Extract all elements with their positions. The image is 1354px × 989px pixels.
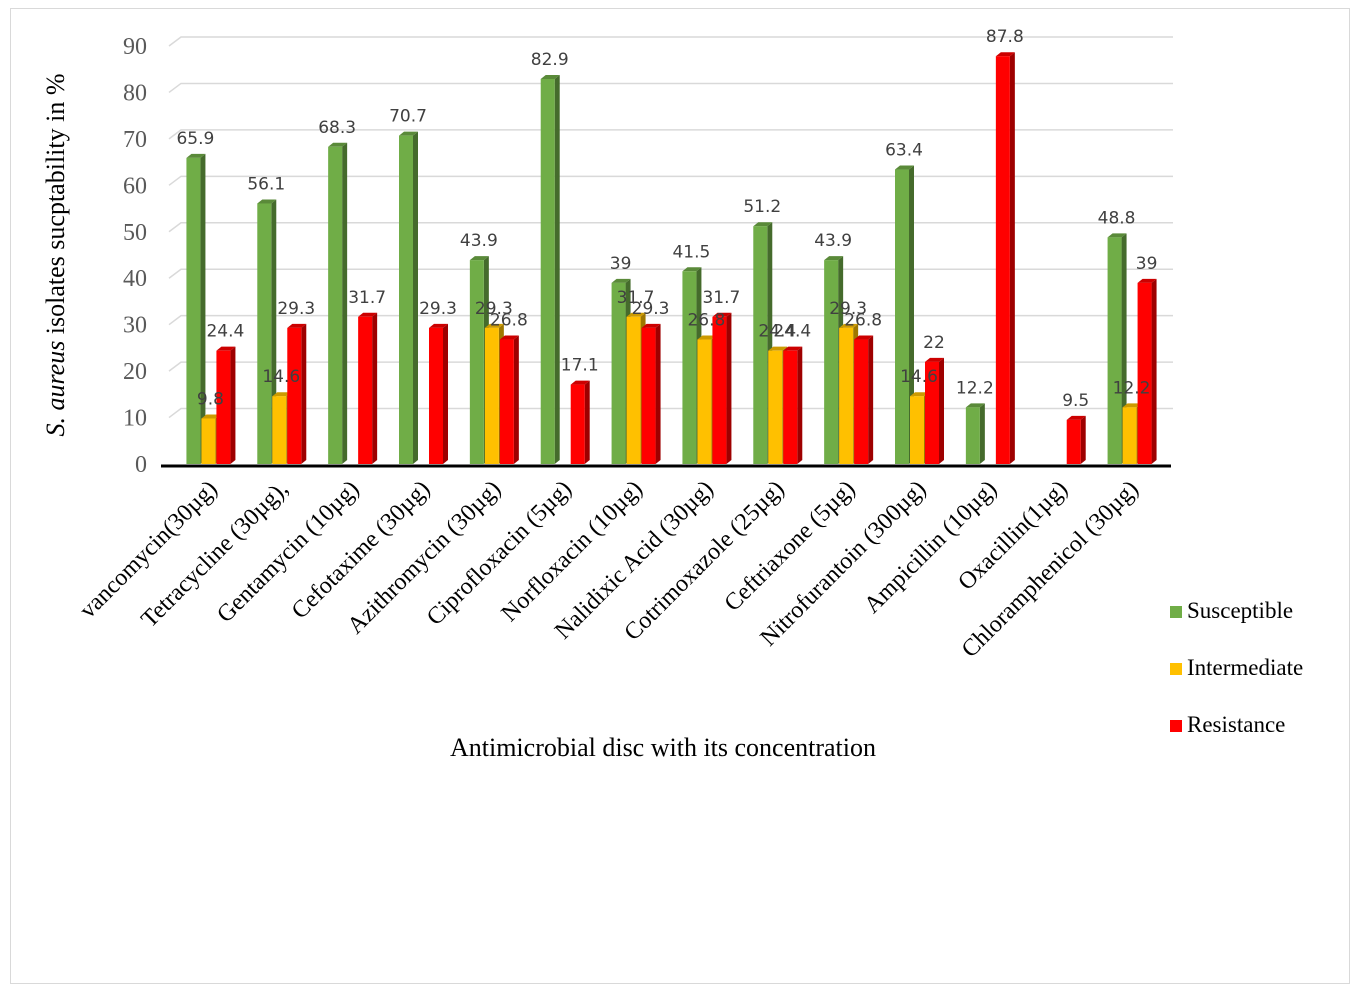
bar-susceptible bbox=[186, 153, 206, 465]
data-label: 70.7 bbox=[389, 107, 427, 127]
legend-swatch bbox=[1170, 606, 1182, 618]
data-label: 12.2 bbox=[956, 378, 994, 398]
data-label: 26.8 bbox=[687, 311, 725, 331]
data-label: 87.8 bbox=[986, 27, 1024, 47]
gridline bbox=[168, 222, 1173, 233]
data-label: 68.3 bbox=[318, 118, 356, 138]
bar-susceptible bbox=[540, 74, 560, 464]
data-label: 26.8 bbox=[490, 311, 528, 331]
legend-swatch bbox=[1170, 663, 1182, 675]
data-label: 39 bbox=[610, 254, 632, 274]
bar-resistance bbox=[995, 52, 1015, 465]
gridline bbox=[168, 129, 1173, 140]
legend-item-intermediate: Intermediate bbox=[1170, 655, 1303, 680]
y-axis-title-rest: isolates sucptability in % bbox=[41, 74, 70, 341]
data-label: 24.4 bbox=[773, 322, 811, 342]
gridline bbox=[168, 82, 1173, 94]
category-label: Ampicillin (10µg) bbox=[859, 476, 1002, 619]
data-label: 24.4 bbox=[206, 322, 244, 342]
bar-chart: 0 10 20 30 40 50 60 70 80 90 65.9 9.8 24.4 56.1 14.6 2… bbox=[41, 27, 1303, 762]
bar-susceptible bbox=[399, 131, 418, 464]
data-label: 14.6 bbox=[900, 367, 938, 387]
data-label: 26.8 bbox=[844, 311, 882, 331]
data-label: 63.4 bbox=[885, 141, 923, 161]
gridline bbox=[168, 175, 1173, 186]
y-tick-label: 70 bbox=[123, 127, 147, 153]
gridline bbox=[168, 314, 1173, 326]
y-tick-label: 20 bbox=[123, 359, 147, 385]
gridline bbox=[168, 268, 1173, 279]
data-label: 39 bbox=[1136, 254, 1158, 274]
bar-resistance bbox=[429, 323, 448, 464]
y-tick-label: 80 bbox=[123, 80, 147, 106]
category-label: Ceftriaxone (5µg) bbox=[720, 476, 861, 617]
legend-label: Susceptible bbox=[1187, 598, 1293, 623]
bar-susceptible bbox=[965, 403, 985, 464]
data-label: 12.2 bbox=[1113, 378, 1151, 398]
data-label: 43.9 bbox=[814, 231, 852, 251]
y-axis-title-italic: S. aureus bbox=[41, 341, 70, 437]
data-label: 56.1 bbox=[247, 174, 285, 194]
bar-resistance bbox=[358, 312, 378, 464]
bar-susceptible bbox=[895, 165, 914, 464]
bar-resistance bbox=[783, 346, 803, 464]
legend-swatch bbox=[1170, 720, 1182, 732]
data-label: 48.8 bbox=[1098, 208, 1136, 228]
chart-frame: 0 10 20 30 40 50 60 70 80 90 65.9 9.8 24.4 56.1 14.6 2… bbox=[10, 8, 1350, 984]
y-tick-label: 50 bbox=[123, 220, 147, 246]
data-label: 9.5 bbox=[1062, 391, 1089, 411]
bar-resistance bbox=[925, 357, 944, 464]
gridline bbox=[168, 407, 1173, 419]
y-tick-label: 0 bbox=[135, 452, 147, 478]
category-labels: vancomycin(30µg)Tetracycline (30µg),Gent… bbox=[75, 476, 1144, 663]
bar-susceptible bbox=[328, 142, 348, 465]
bar-resistance bbox=[499, 335, 519, 464]
bar-resistance bbox=[641, 323, 661, 464]
data-label: 29.3 bbox=[829, 299, 867, 319]
legend-item-resistance: Resistance bbox=[1170, 712, 1285, 737]
data-label: 29.3 bbox=[632, 299, 670, 319]
data-label: 31.7 bbox=[348, 288, 386, 308]
bar-resistance bbox=[570, 380, 590, 464]
legend-label: Intermediate bbox=[1187, 655, 1303, 680]
legend: Susceptible Intermediate Resistance bbox=[1170, 598, 1303, 737]
bar-resistance bbox=[1137, 278, 1157, 464]
bar-resistance bbox=[712, 312, 732, 464]
data-label: 31.7 bbox=[702, 288, 740, 308]
data-label: 51.2 bbox=[743, 197, 781, 217]
gridline bbox=[168, 36, 1173, 47]
x-axis-title: Antimicrobial disc with its concentratio… bbox=[450, 733, 876, 762]
data-labels: 65.9 9.8 24.4 56.1 14.6 29.3 68.3 31.7 70.7 29.3 4… bbox=[176, 27, 1157, 411]
bar-resistance bbox=[216, 346, 236, 464]
y-tick-label: 10 bbox=[123, 406, 147, 432]
legend-item-susceptible: Susceptible bbox=[1170, 598, 1293, 623]
data-label: 29.3 bbox=[419, 299, 457, 319]
bars bbox=[186, 52, 1157, 465]
gridline bbox=[168, 361, 1173, 372]
y-axis-title: S. aureus isolates sucptability in % bbox=[41, 74, 70, 437]
data-label: 17.1 bbox=[561, 356, 599, 376]
y-tick-label: 90 bbox=[123, 34, 147, 60]
data-label: 82.9 bbox=[531, 50, 569, 70]
y-tick-label: 40 bbox=[123, 266, 147, 292]
data-label: 29.3 bbox=[277, 299, 315, 319]
data-label: 43.9 bbox=[460, 231, 498, 251]
gridlines bbox=[168, 36, 1173, 419]
data-label: 9.8 bbox=[197, 389, 224, 409]
data-label: 29.3 bbox=[475, 299, 513, 319]
y-tick-label: 30 bbox=[123, 313, 147, 339]
data-label: 14.6 bbox=[262, 367, 300, 387]
bar-resistance bbox=[287, 323, 307, 464]
data-label: 65.9 bbox=[176, 129, 214, 149]
y-tick-label: 60 bbox=[123, 173, 147, 199]
y-axis-ticks: 0 10 20 30 40 50 60 70 80 90 bbox=[123, 34, 147, 478]
bar-resistance bbox=[854, 335, 874, 464]
data-label: 41.5 bbox=[672, 242, 710, 262]
data-label: 24.4 bbox=[758, 322, 796, 342]
data-label: 31.7 bbox=[617, 288, 655, 308]
data-label: 22 bbox=[923, 333, 945, 353]
legend-label: Resistance bbox=[1187, 712, 1285, 737]
bar-resistance bbox=[1066, 415, 1086, 464]
